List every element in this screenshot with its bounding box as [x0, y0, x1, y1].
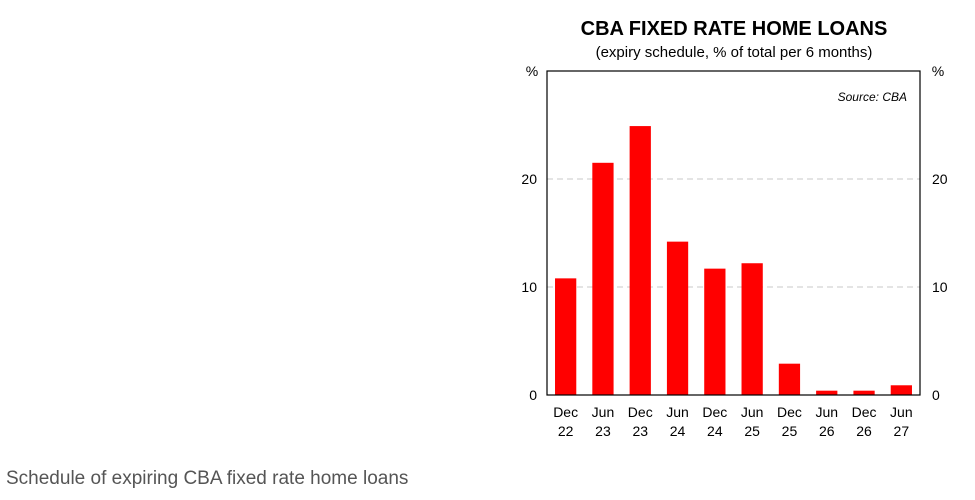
- plot-frame: [546, 70, 921, 396]
- bar: [704, 268, 726, 395]
- x-tick-label-year: 26: [819, 423, 835, 439]
- x-tick-label-month: Jun: [890, 404, 913, 420]
- x-tick-label-year: 24: [707, 423, 723, 439]
- chart-subtitle: (expiry schedule, % of total per 6 month…: [596, 44, 873, 61]
- bar: [592, 162, 614, 395]
- source-note: Source: CBA: [838, 90, 907, 104]
- y-tick-label-right: 10: [932, 279, 948, 295]
- bar: [629, 126, 651, 395]
- x-tick-label-month: Jun: [741, 404, 764, 420]
- x-tick-label-month: Jun: [666, 404, 689, 420]
- figure-caption: Schedule of expiring CBA fixed rate home…: [6, 468, 409, 489]
- bar: [816, 390, 838, 395]
- bar: [555, 278, 577, 395]
- x-tick-label-year: 22: [558, 423, 574, 439]
- x-tick-label-year: 25: [744, 423, 760, 439]
- y-tick-label-right: 20: [932, 171, 948, 187]
- bar: [890, 385, 912, 395]
- x-tick-label-month: Jun: [592, 404, 615, 420]
- bar: [666, 241, 689, 395]
- x-tick-label-year: 26: [856, 423, 872, 439]
- y-tick-label-left: 10: [521, 279, 537, 295]
- y-axis-unit-right: %: [932, 63, 944, 79]
- x-tick-label-year: 24: [670, 423, 686, 439]
- x-tick-label-year: 27: [894, 423, 910, 439]
- x-tick-label-month: Dec: [628, 404, 653, 420]
- chart-title: CBA FIXED RATE HOME LOANS: [581, 18, 888, 40]
- y-tick-label-left: 0: [529, 387, 537, 403]
- y-axis-unit-left: %: [526, 63, 538, 79]
- x-tick-label-month: Dec: [852, 404, 877, 420]
- x-tick-label-month: Dec: [777, 404, 802, 420]
- y-tick-label-right: 0: [932, 387, 940, 403]
- bar: [741, 263, 763, 395]
- x-tick-label-month: Dec: [702, 404, 727, 420]
- chart: CBA FIXED RATE HOME LOANS (expiry schedu…: [521, 18, 948, 439]
- x-tick-label-month: Dec: [553, 404, 578, 420]
- x-tick-label-year: 23: [595, 423, 611, 439]
- x-tick-label-year: 25: [782, 423, 798, 439]
- x-tick-label-month: Jun: [815, 404, 838, 420]
- y-tick-label-left: 20: [521, 171, 537, 187]
- x-tick-label-year: 23: [632, 423, 648, 439]
- bar: [778, 363, 801, 395]
- bar: [853, 390, 875, 395]
